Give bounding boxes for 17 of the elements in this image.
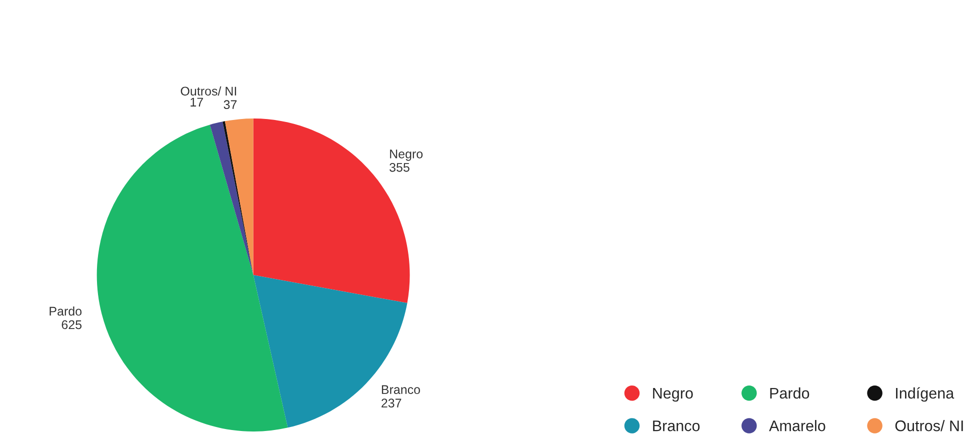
slice-label: Branco: [382, 385, 420, 394]
legend-label: Pardo: [770, 387, 810, 399]
legend-label: Outros/ NI: [895, 420, 963, 432]
legend-label: Amarelo: [769, 420, 826, 432]
data-label: 237: [382, 398, 402, 408]
legend-label: Branco: [653, 420, 700, 432]
data-label: 37: [224, 100, 237, 110]
data-label: 625: [62, 320, 82, 330]
data-label: 17: [190, 98, 203, 106]
pie-slice: [210, 122, 254, 276]
slice-label: Outros/ NI: [180, 86, 236, 96]
data-label: 355: [390, 162, 410, 172]
legend-label: Negro: [653, 388, 693, 402]
pie-slice: [96, 124, 288, 432]
slice-label: Pardo: [50, 306, 82, 316]
slice-label: Negro: [390, 150, 423, 161]
legend-label: Indígena: [896, 387, 954, 402]
